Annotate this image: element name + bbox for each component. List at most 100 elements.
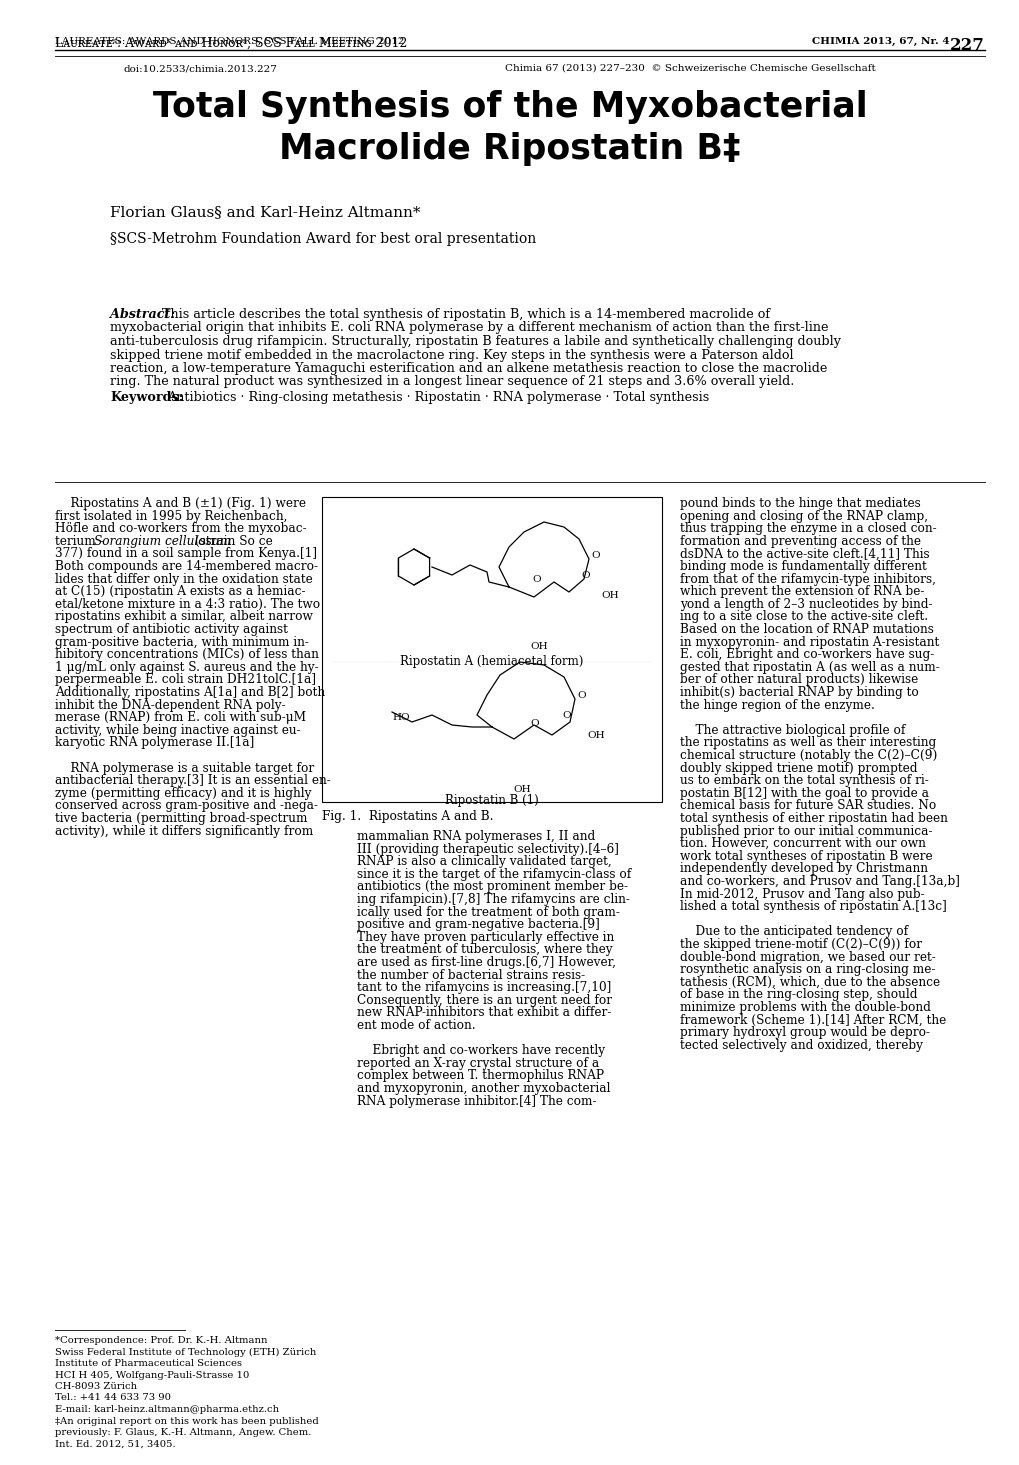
Text: This article describes the total synthesis of ripostatin B, which is a 14-member: This article describes the total synthes… (158, 308, 769, 321)
Text: first isolated in 1995 by Reichenbach,: first isolated in 1995 by Reichenbach, (55, 510, 287, 523)
Text: in myxopyronin- and ripostatin A-resistant: in myxopyronin- and ripostatin A-resista… (680, 636, 938, 649)
Text: karyotic RNA polymerase II.[1a]: karyotic RNA polymerase II.[1a] (55, 737, 254, 750)
Text: (strain So ce: (strain So ce (191, 535, 272, 548)
Text: activity, while being inactive against eu-: activity, while being inactive against e… (55, 724, 301, 737)
Text: the treatment of tuberculosis, where they: the treatment of tuberculosis, where the… (357, 943, 612, 957)
Text: doubly skipped triene motif) prompted: doubly skipped triene motif) prompted (680, 762, 917, 775)
Text: work total syntheses of ripostatin B were: work total syntheses of ripostatin B wer… (680, 850, 931, 863)
Text: opening and closing of the RNAP clamp,: opening and closing of the RNAP clamp, (680, 510, 927, 523)
Text: published prior to our initial communica-: published prior to our initial communica… (680, 825, 931, 838)
Text: Ripostatin A (hemiacetal form): Ripostatin A (hemiacetal form) (399, 655, 583, 668)
Text: the hinge region of the enzyme.: the hinge region of the enzyme. (680, 699, 874, 712)
Text: total synthesis of either ripostatin had been: total synthesis of either ripostatin had… (680, 812, 947, 825)
Text: ‡An original report on this work has been published: ‡An original report on this work has bee… (55, 1417, 319, 1425)
Text: at C(15) (ripostatin A exists as a hemiac-: at C(15) (ripostatin A exists as a hemia… (55, 585, 306, 598)
Text: lished a total synthesis of ripostatin A.[13c]: lished a total synthesis of ripostatin A… (680, 900, 946, 913)
Text: ripostatins exhibit a similar, albeit narrow: ripostatins exhibit a similar, albeit na… (55, 611, 313, 624)
Text: lides that differ only in the oxidation state: lides that differ only in the oxidation … (55, 573, 313, 586)
Text: mammalian RNA polymerases I, II and: mammalian RNA polymerases I, II and (357, 831, 595, 842)
Text: terium ­Sorangium cellulosum: terium ­Sorangium cellulosum (55, 535, 240, 548)
Text: O: O (590, 551, 599, 560)
Text: the ripostatins as well as their interesting: the ripostatins as well as their interes… (680, 737, 935, 750)
Text: In mid-2012, Prusov and Tang also pub-: In mid-2012, Prusov and Tang also pub- (680, 888, 923, 901)
Text: RNA polymerase is a suitable target for: RNA polymerase is a suitable target for (55, 762, 314, 775)
Text: OH: OH (600, 590, 618, 599)
Text: tant to the rifamycins is increasing.[7,10]: tant to the rifamycins is increasing.[7,… (357, 982, 610, 995)
Text: spectrum of antibiotic activity against: spectrum of antibiotic activity against (55, 623, 287, 636)
Text: merase (RNAP) from E. coli with sub-μM: merase (RNAP) from E. coli with sub-μM (55, 711, 306, 724)
Text: OH: OH (586, 731, 604, 740)
Text: binding mode is fundamentally different: binding mode is fundamentally different (680, 560, 926, 573)
Text: Due to the anticipated tendency of: Due to the anticipated tendency of (680, 926, 907, 939)
Text: gested that ripostatin A (as well as a num-: gested that ripostatin A (as well as a n… (680, 661, 938, 674)
Text: postatin B[12] with the goal to provide a: postatin B[12] with the goal to provide … (680, 787, 928, 800)
Text: O: O (532, 574, 541, 583)
Text: primary hydroxyl group would be depro-: primary hydroxyl group would be depro- (680, 1026, 929, 1039)
Text: inhibit(s) bacterial RNAP by binding to: inhibit(s) bacterial RNAP by binding to (680, 686, 918, 699)
Text: are used as first-line drugs.[6,7] However,: are used as first-line drugs.[6,7] Howev… (357, 957, 615, 968)
Text: antibiotics (the most prominent member be-: antibiotics (the most prominent member b… (357, 880, 628, 894)
Text: Both compounds are 14-membered macro-: Both compounds are 14-membered macro- (55, 560, 318, 573)
Text: rosynthetic analysis on a ring-closing me-: rosynthetic analysis on a ring-closing m… (680, 963, 934, 976)
Text: hibitory concentrations (MICs) of less than: hibitory concentrations (MICs) of less t… (55, 648, 319, 661)
Text: Keywords:: Keywords: (110, 391, 183, 404)
Text: 227: 227 (949, 37, 984, 54)
Text: thus trapping the enzyme in a closed con-: thus trapping the enzyme in a closed con… (680, 522, 935, 535)
Text: Institute of Pharmaceutical Sciences: Institute of Pharmaceutical Sciences (55, 1360, 242, 1368)
Text: tected selectively and oxidized, thereby: tected selectively and oxidized, thereby (680, 1039, 922, 1052)
Text: pound binds to the hinge that mediates: pound binds to the hinge that mediates (680, 497, 920, 510)
Text: Florian Glaus§ and Karl-Heinz Altmann*: Florian Glaus§ and Karl-Heinz Altmann* (110, 205, 420, 218)
Text: O: O (561, 711, 570, 719)
Text: the skipped triene-motif (C(2)–C(9)) for: the skipped triene-motif (C(2)–C(9)) for (680, 938, 921, 951)
Text: and co-workers, and Prusov and Tang.[13a,b]: and co-workers, and Prusov and Tang.[13a… (680, 875, 959, 888)
Text: gram-positive bacteria, with minimum in-: gram-positive bacteria, with minimum in- (55, 636, 309, 649)
Text: etal/ketone mixture in a 4:3 ratio). The two: etal/ketone mixture in a 4:3 ratio). The… (55, 598, 320, 611)
Text: OH: OH (513, 785, 530, 794)
Text: *Correspondence: Prof. Dr. K.-H. Altmann: *Correspondence: Prof. Dr. K.-H. Altmann (55, 1336, 267, 1345)
Text: 1 μg/mL only against S. aureus and the hy-: 1 μg/mL only against S. aureus and the h… (55, 661, 318, 674)
Text: §SCS-Metrohm Foundation Award for best oral presentation: §SCS-Metrohm Foundation Award for best o… (110, 231, 536, 246)
Text: They have proven particularly effective in: They have proven particularly effective … (357, 930, 613, 943)
Text: III (providing therapeutic selectivity).[4–6]: III (providing therapeutic selectivity).… (357, 842, 619, 856)
Text: Tel.: +41 44 633 73 90: Tel.: +41 44 633 73 90 (55, 1393, 171, 1402)
Text: Ripostatins A and B (±1) (Fig. 1) were: Ripostatins A and B (±1) (Fig. 1) were (55, 497, 306, 510)
Text: complex between T. thermophilus RNAP: complex between T. thermophilus RNAP (357, 1069, 603, 1083)
Text: ing to a site close to the active-site cleft.: ing to a site close to the active-site c… (680, 611, 927, 624)
Text: ent mode of action.: ent mode of action. (357, 1020, 475, 1031)
Text: minimize problems with the double-bond: minimize problems with the double-bond (680, 1001, 930, 1014)
Text: the number of bacterial strains resis-: the number of bacterial strains resis- (357, 968, 585, 982)
Text: conserved across gram-positive and -nega-: conserved across gram-positive and -nega… (55, 800, 318, 813)
Text: ring. The natural product was synthesized in a longest linear sequence of 21 ste: ring. The natural product was synthesize… (110, 375, 794, 388)
Text: since it is the target of the rifamycin-class of: since it is the target of the rifamycin-… (357, 867, 631, 880)
Text: Int. Ed. 2012, 51, 3405.: Int. Ed. 2012, 51, 3405. (55, 1440, 175, 1449)
Text: from that of the rifamycin-type inhibitors,: from that of the rifamycin-type inhibito… (680, 573, 935, 586)
Text: and myxopyronin, another myxobacterial: and myxopyronin, another myxobacterial (357, 1083, 610, 1094)
Text: Total Synthesis of the Myxobacterial: Total Synthesis of the Myxobacterial (153, 89, 866, 125)
Text: RNA polymerase inhibitor.[4] The com-: RNA polymerase inhibitor.[4] The com- (357, 1094, 596, 1108)
Text: Based on the location of RNAP mutations: Based on the location of RNAP mutations (680, 623, 933, 636)
Text: 377) found in a soil sample from Kenya.[1]: 377) found in a soil sample from Kenya.[… (55, 548, 317, 561)
Text: Fig. 1.  Ripostatins A and B.: Fig. 1. Ripostatins A and B. (322, 810, 493, 823)
Text: Abstract:: Abstract: (110, 308, 175, 321)
Text: framework (Scheme 1).[14] After RCM, the: framework (Scheme 1).[14] After RCM, the (680, 1014, 946, 1027)
Text: independently developed by Christmann: independently developed by Christmann (680, 863, 927, 876)
Text: Chimia 67 (2013) 227–230  © Schweizerische Chemische Gesellschaft: Chimia 67 (2013) 227–230 © Schweizerisch… (504, 64, 874, 73)
Text: E. coli, Ebright and co-workers have sug-: E. coli, Ebright and co-workers have sug… (680, 648, 933, 661)
Text: Ripostatin B (1): Ripostatin B (1) (444, 794, 538, 807)
Text: HO: HO (392, 712, 410, 721)
Text: double-bond migration, we based our ret-: double-bond migration, we based our ret- (680, 951, 934, 964)
Text: Lᴀᴜʀᴇᴀᴛᴇˢ: Aᴡᴀʀᴅˢ ᴀɴᴅ Hᴏɴᴏʀˢ, SCS Fᴀʟʟ Mᴇᴇᴛɪɴɢ 2012: Lᴀᴜʀᴇᴀᴛᴇˢ: Aᴡᴀʀᴅˢ ᴀɴᴅ Hᴏɴᴏʀˢ, SCS Fᴀʟʟ M… (55, 37, 407, 50)
Text: O: O (581, 570, 589, 580)
Text: terium ­: terium ­ (55, 535, 104, 548)
Text: which prevent the extension of RNA be-: which prevent the extension of RNA be- (680, 585, 923, 598)
Text: Macrolide Ripostatin B‡: Macrolide Ripostatin B‡ (279, 132, 740, 166)
Text: us to embark on the total synthesis of ri-: us to embark on the total synthesis of r… (680, 774, 928, 787)
Text: Höfle and co-workers from the myxobac-: Höfle and co-workers from the myxobac- (55, 522, 307, 535)
Text: chemical basis for future SAR studies. No: chemical basis for future SAR studies. N… (680, 800, 935, 813)
Text: E-mail: karl-heinz.altmann@pharma.ethz.ch: E-mail: karl-heinz.altmann@pharma.ethz.c… (55, 1405, 279, 1414)
Text: Antibiotics · Ring-closing metathesis · Ripostatin · RNA polymerase · Total synt: Antibiotics · Ring-closing metathesis · … (167, 391, 708, 404)
Text: Consequently, there is an urgent need for: Consequently, there is an urgent need fo… (357, 993, 611, 1006)
Text: LAUREATES: AWARDS AND HONORS, SCS FALL MEETING 2012: LAUREATES: AWARDS AND HONORS, SCS FALL M… (55, 37, 405, 45)
Text: of base in the ring-closing step, should: of base in the ring-closing step, should (680, 989, 917, 1002)
Text: O: O (530, 719, 539, 728)
